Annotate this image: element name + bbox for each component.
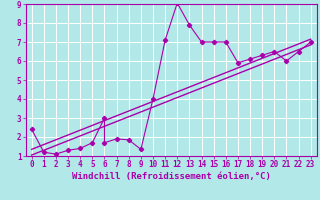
X-axis label: Windchill (Refroidissement éolien,°C): Windchill (Refroidissement éolien,°C)	[72, 172, 271, 181]
